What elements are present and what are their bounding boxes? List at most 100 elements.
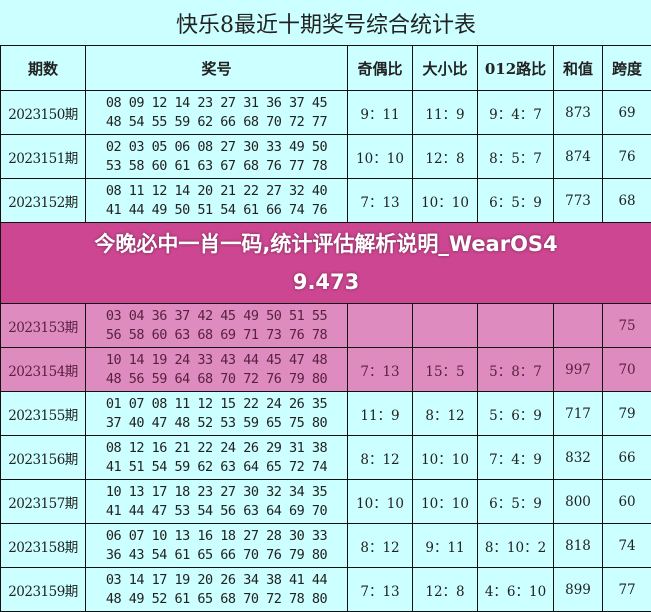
sum-cell: 800: [554, 480, 603, 524]
big-small-cell: 8：12: [413, 392, 478, 436]
numbers-line-2: 36 43 54 61 65 66 70 76 79 80: [86, 546, 347, 565]
span-cell: 79: [603, 392, 651, 436]
span-cell: 66: [603, 436, 651, 480]
odd-even-cell: 8：12: [348, 436, 413, 480]
numbers-line-1: 03 04 36 37 42 45 49 50 51 55: [86, 307, 347, 326]
period-cell: 2023159期: [1, 568, 86, 612]
span-cell: 74: [603, 524, 651, 568]
header-period: 期数: [1, 46, 86, 91]
period-cell: 2023157期: [1, 480, 86, 524]
big-small-cell: 11：9: [413, 91, 478, 135]
numbers-line-1: 03 14 17 19 20 26 34 38 41 44: [86, 571, 347, 590]
numbers-line-1: 08 12 16 21 22 24 26 29 31 38: [86, 439, 347, 458]
header-odd-even: 奇偶比: [348, 46, 413, 91]
sum-cell: 818: [554, 524, 603, 568]
span-cell: 69: [603, 91, 651, 135]
period-cell: 2023152期: [1, 179, 86, 223]
numbers-line-2: 41 51 54 59 62 63 64 65 72 74: [86, 458, 347, 477]
road012-cell: [478, 304, 554, 348]
numbers-line-2: 41 44 49 50 51 54 61 66 74 76: [86, 201, 347, 220]
numbers-line-1: 06 07 10 13 16 18 27 28 30 33: [86, 527, 347, 546]
odd-even-cell: 7：13: [348, 568, 413, 612]
span-cell: 70: [603, 348, 651, 392]
big-small-cell: 9：11: [413, 524, 478, 568]
banner-line-1: 今晚必中一肖一码,统计评估解析说明_WearOS4: [1, 225, 651, 263]
numbers-line-1: 10 13 17 18 23 27 30 32 34 35: [86, 483, 347, 502]
span-cell: 68: [603, 179, 651, 223]
odd-even-cell: 10：10: [348, 135, 413, 179]
span-cell: 75: [603, 304, 651, 348]
sum-cell: [554, 304, 603, 348]
header-012: 012路比: [478, 46, 554, 91]
period-cell: 2023158期: [1, 524, 86, 568]
odd-even-cell: 9：11: [348, 91, 413, 135]
header-span: 跨度: [603, 46, 651, 91]
header-big-small: 大小比: [413, 46, 478, 91]
period-cell: 2023155期: [1, 392, 86, 436]
table-title: 快乐8最近十期奖号综合统计表: [1, 0, 651, 46]
odd-even-cell: 7：13: [348, 348, 413, 392]
numbers-line-1: 02 03 05 06 08 27 30 33 49 50: [86, 138, 347, 157]
sum-cell: 874: [554, 135, 603, 179]
numbers-line-1: 08 09 12 14 23 27 31 36 37 45: [86, 94, 347, 113]
road012-cell: 5：6：9: [478, 392, 554, 436]
road012-cell: 5：8：7: [478, 348, 554, 392]
odd-even-cell: [348, 304, 413, 348]
header-row: 期数 奖号 奇偶比 大小比 012路比 和值 跨度: [1, 46, 651, 91]
numbers-line-1: 01 07 08 11 12 15 22 24 26 35: [86, 395, 347, 414]
sum-cell: 717: [554, 392, 603, 436]
span-cell: 76: [603, 135, 651, 179]
numbers-line-1: 10 14 19 24 33 43 44 45 47 48: [86, 351, 347, 370]
period-cell: 2023150期: [1, 91, 86, 135]
numbers-line-2: 48 49 52 61 65 68 70 72 78 80: [86, 590, 347, 609]
big-small-cell: 10：10: [413, 179, 478, 223]
big-small-cell: 15：5: [413, 348, 478, 392]
header-numbers: 奖号: [86, 46, 348, 91]
numbers-line-2: 37 40 47 48 52 53 59 65 75 80: [86, 414, 347, 433]
road012-cell: 8：5：7: [478, 135, 554, 179]
road012-cell: 4：6：10: [478, 568, 554, 612]
big-small-cell: 10：10: [413, 480, 478, 524]
sum-cell: 873: [554, 91, 603, 135]
numbers-line-1: 08 11 12 14 20 21 22 27 32 40: [86, 182, 347, 201]
road012-cell: 8：10：2: [478, 524, 554, 568]
header-sum: 和值: [554, 46, 603, 91]
numbers-line-2: 48 56 59 64 68 70 72 76 79 80: [86, 370, 347, 389]
road012-cell: 7：4：9: [478, 436, 554, 480]
odd-even-cell: 7：13: [348, 179, 413, 223]
numbers-line-2: 41 44 47 53 54 56 63 64 69 70: [86, 502, 347, 521]
big-small-cell: 10：10: [413, 436, 478, 480]
numbers-line-2: 48 54 55 59 62 66 68 70 72 77: [86, 113, 347, 132]
sum-cell: 832: [554, 436, 603, 480]
period-cell: 2023153期: [1, 304, 86, 348]
numbers-line-2: 56 58 60 63 68 69 71 73 76 78: [86, 326, 347, 345]
sum-cell: 773: [554, 179, 603, 223]
road012-cell: 6：5：9: [478, 480, 554, 524]
big-small-cell: [413, 304, 478, 348]
odd-even-cell: 11：9: [348, 392, 413, 436]
sum-cell: 899: [554, 568, 603, 612]
period-cell: 2023156期: [1, 436, 86, 480]
span-cell: 77: [603, 568, 651, 612]
big-small-cell: 12：8: [413, 568, 478, 612]
